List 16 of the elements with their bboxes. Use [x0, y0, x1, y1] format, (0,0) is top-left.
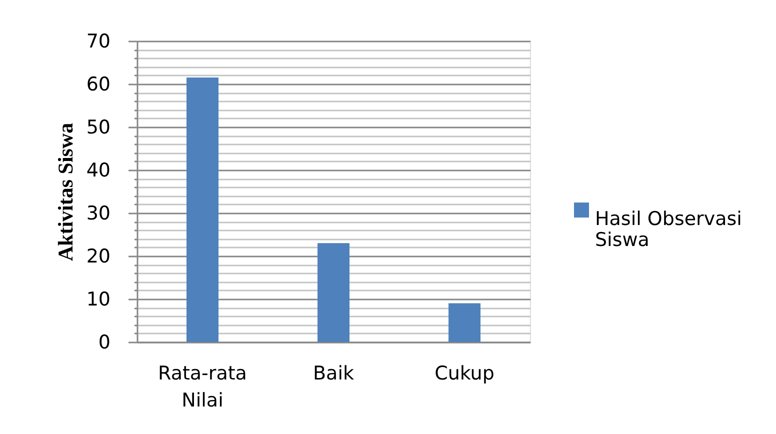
y-tick-label: 10 — [86, 288, 110, 310]
x-tick-label: Rata-rata Nilai — [158, 362, 247, 412]
y-tick-label: 20 — [86, 246, 110, 268]
y-tick-label: 30 — [86, 202, 110, 224]
y-axis-title: Aktivitas Siswa — [53, 122, 78, 262]
y-tick-label: 40 — [86, 160, 110, 182]
y-tick-label: 50 — [86, 116, 110, 138]
bar — [318, 243, 350, 342]
bar — [186, 78, 218, 342]
x-tick-label: Cukup — [434, 362, 494, 384]
y-tick-label: 0 — [98, 332, 110, 354]
legend-label: Hasil Observasi Siswa — [595, 208, 742, 252]
x-tick-label: Baik — [313, 362, 354, 384]
bar — [448, 303, 480, 342]
y-tick-label: 60 — [86, 74, 110, 96]
y-tick-label: 70 — [86, 30, 110, 52]
